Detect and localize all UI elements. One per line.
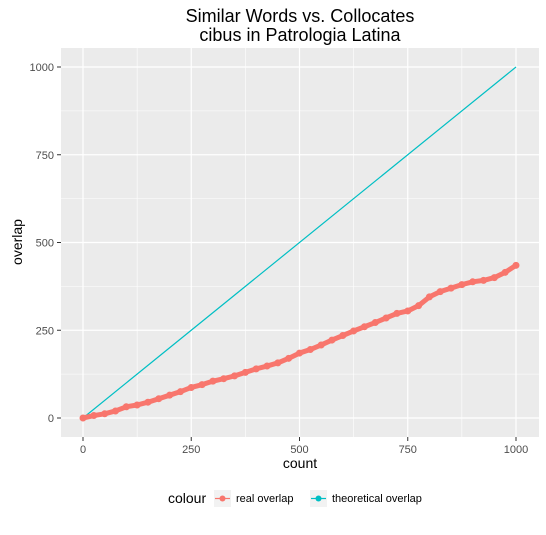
data-point-real-overlap [415,302,423,310]
data-point-real-overlap [198,381,206,389]
data-point-real-overlap [101,410,109,418]
legend-key-point [315,495,322,502]
data-point-real-overlap [480,276,488,284]
data-point-real-overlap [133,401,141,409]
x-tick-label: 750 [399,444,417,456]
data-point-real-overlap [155,395,163,403]
data-point-real-overlap [317,341,325,349]
data-point-real-overlap [241,368,249,376]
data-point-real-overlap [263,362,271,370]
series-layer [79,66,520,422]
data-point-real-overlap [285,354,293,362]
series-line-theoretical-overlap [82,66,517,419]
data-point-real-overlap [122,403,130,411]
y-tick-label: 250 [36,325,54,337]
data-point-real-overlap [425,293,433,301]
data-point-real-overlap [166,391,174,399]
x-tick-label: 500 [290,444,308,456]
legend-title: colour [168,490,206,506]
data-point-real-overlap [490,274,498,282]
data-point-real-overlap [404,307,412,315]
data-point-real-overlap [371,319,379,327]
x-tick-label: 0 [80,444,86,456]
axes: 0 250 500 750 1000 0 250 500 750 1000 [30,62,529,456]
data-point-real-overlap [393,309,401,317]
data-point-real-overlap [187,383,195,391]
data-point-real-overlap [296,349,303,357]
data-point-real-overlap [274,359,282,367]
data-point-real-overlap [501,268,509,276]
x-axis-title: count [283,455,317,471]
data-point-real-overlap [350,327,358,335]
chart-title-line-2: cibus in Patrologia Latina [199,25,401,45]
data-point-real-overlap [306,346,314,354]
data-point-real-overlap [512,261,520,269]
data-point-real-overlap [252,365,260,373]
data-point-real-overlap [469,278,477,286]
legend-label: real overlap [236,493,293,505]
data-point-real-overlap [144,398,152,406]
data-point-real-overlap [79,414,87,422]
data-point-real-overlap [458,281,466,289]
y-axis-title: overlap [9,219,25,265]
data-point-real-overlap [90,412,98,420]
data-point-real-overlap [339,332,347,340]
legend: colour real overlap theoretical overlap [168,490,422,507]
data-point-real-overlap [360,323,368,331]
data-point-real-overlap [111,407,119,415]
data-point-real-overlap [176,388,184,396]
legend-label: theoretical overlap [332,493,422,505]
chart-title: Similar Words vs. Collocates cibus in Pa… [186,6,415,45]
x-tick-label: 1000 [504,444,528,456]
x-tick-label: 250 [182,444,200,456]
data-point-real-overlap [436,288,444,296]
data-point-real-overlap [220,375,228,383]
y-tick-label: 750 [36,150,54,162]
legend-key-point [219,495,226,502]
data-point-real-overlap [231,372,239,380]
data-point-real-overlap [209,377,217,385]
data-point-real-overlap [382,314,390,322]
y-tick-label: 500 [36,238,54,250]
y-tick-label: 1000 [30,62,54,74]
y-tick-label: 0 [48,413,54,425]
data-point-real-overlap [328,336,336,344]
chart-title-line-1: Similar Words vs. Collocates [186,6,415,26]
data-point-real-overlap [447,284,455,292]
